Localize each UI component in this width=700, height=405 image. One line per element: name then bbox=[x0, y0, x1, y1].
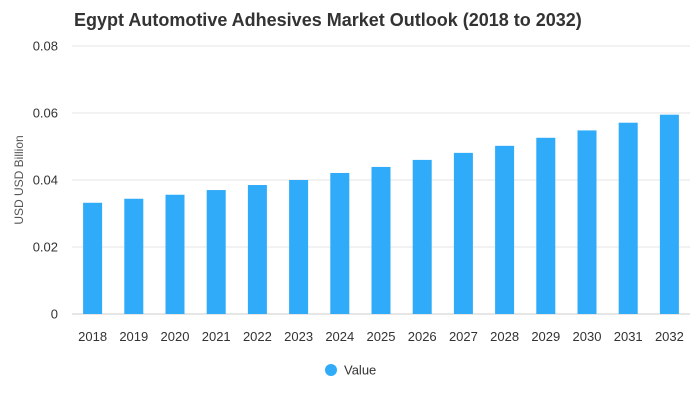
bar-2030[interactable] bbox=[577, 130, 597, 314]
y-tick-label: 0.08 bbox=[33, 39, 58, 54]
x-tick-label: 2032 bbox=[655, 329, 684, 344]
bar-2018[interactable] bbox=[83, 202, 103, 314]
x-tick-label: 2027 bbox=[449, 329, 478, 344]
bar-2032[interactable] bbox=[659, 114, 679, 314]
y-tick-label: 0.06 bbox=[33, 106, 58, 121]
x-tick-label: 2030 bbox=[573, 329, 602, 344]
y-tick-label: 0.04 bbox=[33, 173, 58, 188]
x-tick-label: 2029 bbox=[531, 329, 560, 344]
bar-2026[interactable] bbox=[412, 159, 432, 314]
x-tick-label: 2021 bbox=[202, 329, 231, 344]
bar-2025[interactable] bbox=[371, 166, 391, 314]
y-axis-label: USD USD Billion bbox=[12, 135, 26, 224]
bar-2022[interactable] bbox=[247, 185, 267, 314]
x-tick-label: 2024 bbox=[325, 329, 354, 344]
bar-2023[interactable] bbox=[289, 180, 309, 314]
legend-marker-icon bbox=[325, 364, 337, 376]
x-tick-label: 2026 bbox=[408, 329, 437, 344]
legend[interactable]: Value bbox=[325, 363, 376, 378]
x-tick-label: 2018 bbox=[78, 329, 107, 344]
bar-2021[interactable] bbox=[206, 190, 226, 314]
legend-label: Value bbox=[344, 363, 376, 378]
x-axis-ticks: 2018 2019 2020 2021 2022 2023 2024 2025 2026 2027… bbox=[78, 329, 684, 344]
bar-2029[interactable] bbox=[536, 137, 556, 314]
x-tick-label: 2019 bbox=[119, 329, 148, 344]
y-axis-ticks: 0 0.02 0.04 0.06 0.08 bbox=[33, 39, 58, 322]
bar-2024[interactable] bbox=[330, 172, 350, 314]
bars bbox=[83, 114, 679, 314]
x-tick-label: 2031 bbox=[614, 329, 643, 344]
x-tick-label: 2023 bbox=[284, 329, 313, 344]
bar-2028[interactable] bbox=[495, 145, 515, 314]
bar-2020[interactable] bbox=[165, 194, 185, 314]
bar-2027[interactable] bbox=[453, 152, 473, 314]
x-tick-label: 2022 bbox=[243, 329, 272, 344]
y-tick-label: 0 bbox=[51, 307, 58, 322]
chart-title: Egypt Automotive Adhesives Market Outloo… bbox=[74, 10, 582, 30]
bar-2031[interactable] bbox=[618, 122, 638, 314]
x-tick-label: 2025 bbox=[367, 329, 396, 344]
bar-2019[interactable] bbox=[124, 198, 144, 314]
y-tick-label: 0.02 bbox=[33, 240, 58, 255]
x-tick-label: 2028 bbox=[490, 329, 519, 344]
x-tick-label: 2020 bbox=[161, 329, 190, 344]
